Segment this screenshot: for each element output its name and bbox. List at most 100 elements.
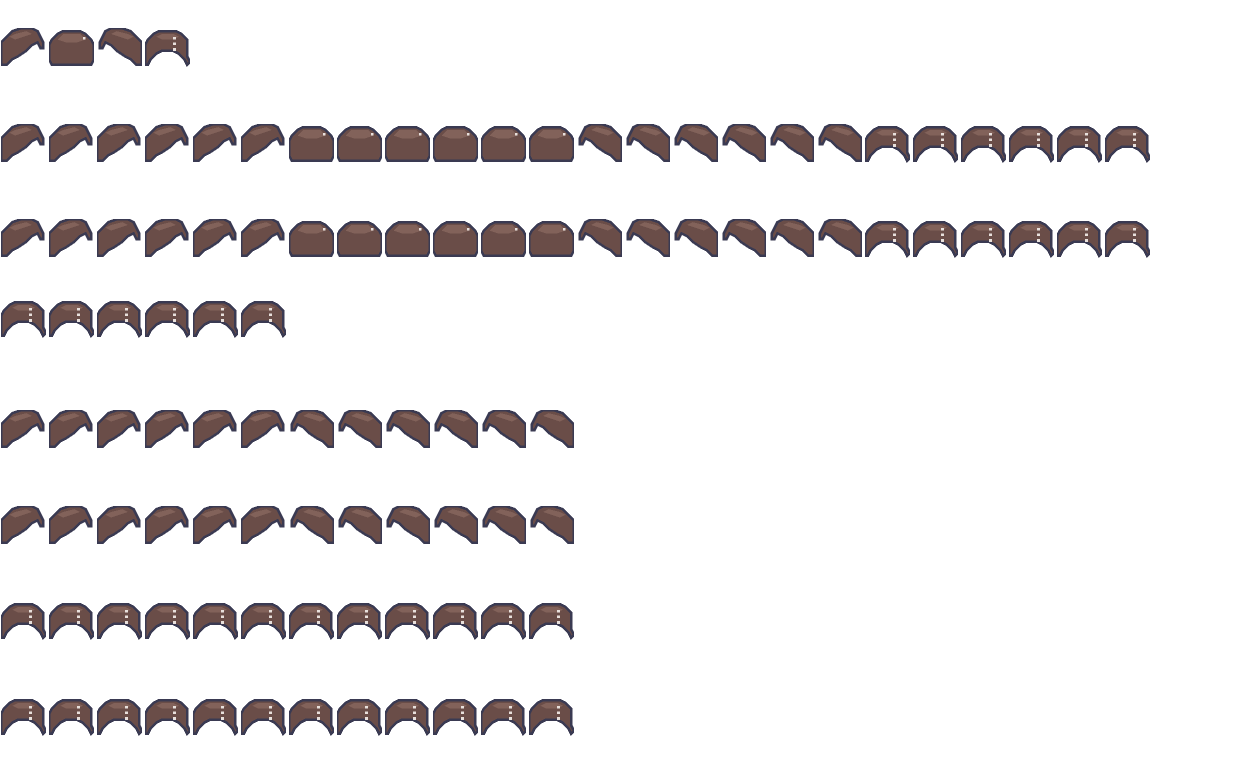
hair-sprite-back [481, 602, 526, 640]
hair-sprite-front [433, 125, 478, 163]
hair-sprite-back [241, 300, 286, 338]
hair-sprite-side-right [770, 219, 814, 258]
hair-sprite-side-left [97, 219, 141, 258]
hair-sprite-front [337, 125, 382, 163]
hair-sprite-side-right [386, 410, 430, 449]
hair-sprite-side-left [241, 506, 285, 545]
hair-sprite-side-left [145, 219, 189, 258]
hair-sprite-back [865, 220, 910, 258]
hair-sprite-back [97, 300, 142, 338]
hair-sprite-side-right [530, 410, 574, 449]
hair-sprite-back [49, 602, 94, 640]
hair-sprite-side-left [1, 410, 45, 449]
hair-sprite-back [49, 300, 94, 338]
hair-sprite-back [289, 698, 334, 736]
hair-sprite-back [97, 602, 142, 640]
hair-sprite-back [433, 698, 478, 736]
hair-sprite-front [337, 220, 382, 258]
hair-sprite-back [913, 220, 958, 258]
hair-sprite-side-right [434, 410, 478, 449]
hair-sprite-back [529, 602, 574, 640]
hair-sprite-back [337, 698, 382, 736]
hair-sprite-side-left [1, 28, 45, 67]
hair-sprite-side-left [97, 124, 141, 163]
hair-sprite-back [193, 300, 238, 338]
hair-sprite-side-left [145, 506, 189, 545]
hair-sprite-side-left [241, 410, 285, 449]
hair-sprite-front [49, 29, 94, 67]
hair-sprite-back [961, 220, 1006, 258]
hair-sprite-side-left [241, 219, 285, 258]
hair-sprite-back [865, 125, 910, 163]
hair-sprite-back [481, 698, 526, 736]
hair-sprite-side-left [49, 219, 93, 258]
hair-sprite-side-right [626, 124, 670, 163]
sprite-row-8 [1, 698, 574, 736]
hair-sprite-back [961, 125, 1006, 163]
hair-sprite-side-left [49, 124, 93, 163]
hair-sprite-back [145, 300, 190, 338]
hair-sprite-side-left [193, 506, 237, 545]
hair-sprite-back [193, 602, 238, 640]
hair-sprite-side-left [241, 124, 285, 163]
hair-sprite-front [385, 125, 430, 163]
sprite-row-7 [1, 602, 574, 640]
hair-sprite-back [1, 300, 46, 338]
hair-sprite-back [433, 602, 478, 640]
hair-sprite-back [385, 602, 430, 640]
hair-sprite-back [337, 602, 382, 640]
hair-sprite-back [385, 698, 430, 736]
hair-sprite-side-right [722, 124, 766, 163]
hair-sprite-side-left [1, 124, 45, 163]
hair-sprite-side-right [578, 124, 622, 163]
hair-sprite-back [145, 602, 190, 640]
hair-sprite-back [1009, 220, 1054, 258]
hair-sprite-front [433, 220, 478, 258]
hair-sprite-back [241, 698, 286, 736]
hair-sprite-side-right [722, 219, 766, 258]
hair-sprite-side-right [290, 506, 334, 545]
hair-sprite-side-right [818, 124, 862, 163]
hair-sprite-side-right [626, 219, 670, 258]
hair-sprite-side-left [49, 410, 93, 449]
hair-sprite-back [1105, 125, 1150, 163]
hair-sprite-side-right [290, 410, 334, 449]
hair-sprite-side-left [193, 124, 237, 163]
hair-sprite-back [1, 602, 46, 640]
hair-sprite-front [289, 125, 334, 163]
hair-sprite-back [241, 602, 286, 640]
sprite-row-5 [1, 410, 574, 449]
hair-sprite-side-right [674, 219, 718, 258]
hair-sprite-side-left [193, 219, 237, 258]
hair-sprite-front [481, 220, 526, 258]
hair-sprite-side-left [97, 506, 141, 545]
hair-sprite-front [481, 125, 526, 163]
hair-sprite-back [1, 698, 46, 736]
hair-sprite-back [49, 698, 94, 736]
hair-sprite-back [145, 29, 190, 67]
hair-sprite-side-right [818, 219, 862, 258]
hair-sprite-back [145, 698, 190, 736]
hair-sprite-side-right [338, 410, 382, 449]
hair-sprite-side-right [338, 506, 382, 545]
hair-sprite-side-left [1, 219, 45, 258]
hair-sprite-side-left [49, 506, 93, 545]
hair-sprite-side-left [145, 410, 189, 449]
hair-sprite-side-right [674, 124, 718, 163]
sprite-row-3 [1, 219, 1150, 258]
hair-sprite-back [913, 125, 958, 163]
hair-sprite-back [193, 698, 238, 736]
hair-sprite-side-right [530, 506, 574, 545]
hair-sprite-front [529, 220, 574, 258]
hair-sprite-side-right [386, 506, 430, 545]
sprite-row-2 [1, 124, 1150, 163]
hair-sprite-back [97, 698, 142, 736]
hair-sprite-back [529, 698, 574, 736]
hair-sprite-front [385, 220, 430, 258]
hair-sprite-back [1105, 220, 1150, 258]
hair-sprite-back [1009, 125, 1054, 163]
hair-sprite-side-left [145, 124, 189, 163]
sprite-row-6 [1, 506, 574, 545]
hair-sprite-side-left [193, 410, 237, 449]
